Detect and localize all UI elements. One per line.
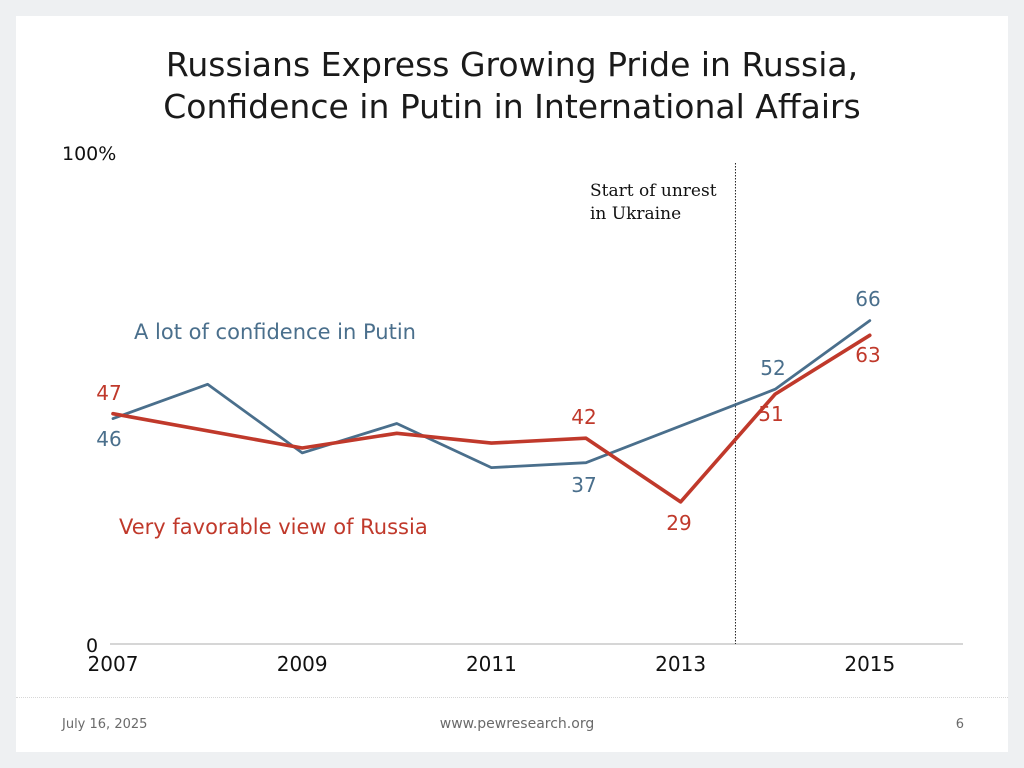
page-number: 6 bbox=[955, 717, 964, 732]
data-label-series-1-2012: 42 bbox=[571, 405, 596, 429]
x-tick-label-2011: 2011 bbox=[466, 652, 517, 676]
slide-background bbox=[16, 16, 1008, 752]
footer-divider bbox=[16, 697, 1008, 698]
data-label-series-1-2014: 51 bbox=[758, 402, 783, 426]
data-label-series-0-2007: 46 bbox=[96, 427, 121, 451]
series-line-1 bbox=[111, 333, 872, 504]
y-tick-label-top: 100% bbox=[62, 143, 116, 165]
ukraine-unrest-annotation: Start of unrest in Ukraine bbox=[590, 181, 717, 224]
annotation-line-1: Start of unrest bbox=[590, 181, 717, 201]
footer-date: July 16, 2025 bbox=[62, 717, 148, 732]
y-tick-label-bottom: 0 bbox=[86, 635, 98, 657]
chart-title: Russians Express Growing Pride in Russia… bbox=[0, 44, 1024, 128]
footer-url[interactable]: www.pewresearch.org bbox=[439, 716, 595, 732]
chart-title-line-2: Confidence in Putin in International Aff… bbox=[163, 87, 861, 126]
x-tick-label-2015: 2015 bbox=[844, 652, 895, 676]
series-name-label-0: A lot of confidence in Putin bbox=[134, 320, 416, 344]
data-label-series-1-2015: 63 bbox=[855, 343, 880, 367]
x-tick-label-2013: 2013 bbox=[655, 652, 706, 676]
x-tick-label-2007: 2007 bbox=[88, 652, 139, 676]
data-label-series-0-2012: 37 bbox=[571, 473, 596, 497]
series-name-label-1: Very favorable view of Russia bbox=[119, 515, 428, 539]
data-label-series-0-2015: 66 bbox=[855, 287, 880, 311]
annotation-line-2: in Ukraine bbox=[590, 204, 681, 224]
x-tick-label-2009: 2009 bbox=[277, 652, 328, 676]
series-line-0 bbox=[111, 319, 872, 469]
data-label-series-0-2014: 52 bbox=[760, 356, 785, 380]
chart-title-line-1: Russians Express Growing Pride in Russia… bbox=[165, 45, 859, 84]
data-label-series-1-2013: 29 bbox=[666, 511, 691, 535]
data-label-series-1-2007: 47 bbox=[96, 381, 121, 405]
